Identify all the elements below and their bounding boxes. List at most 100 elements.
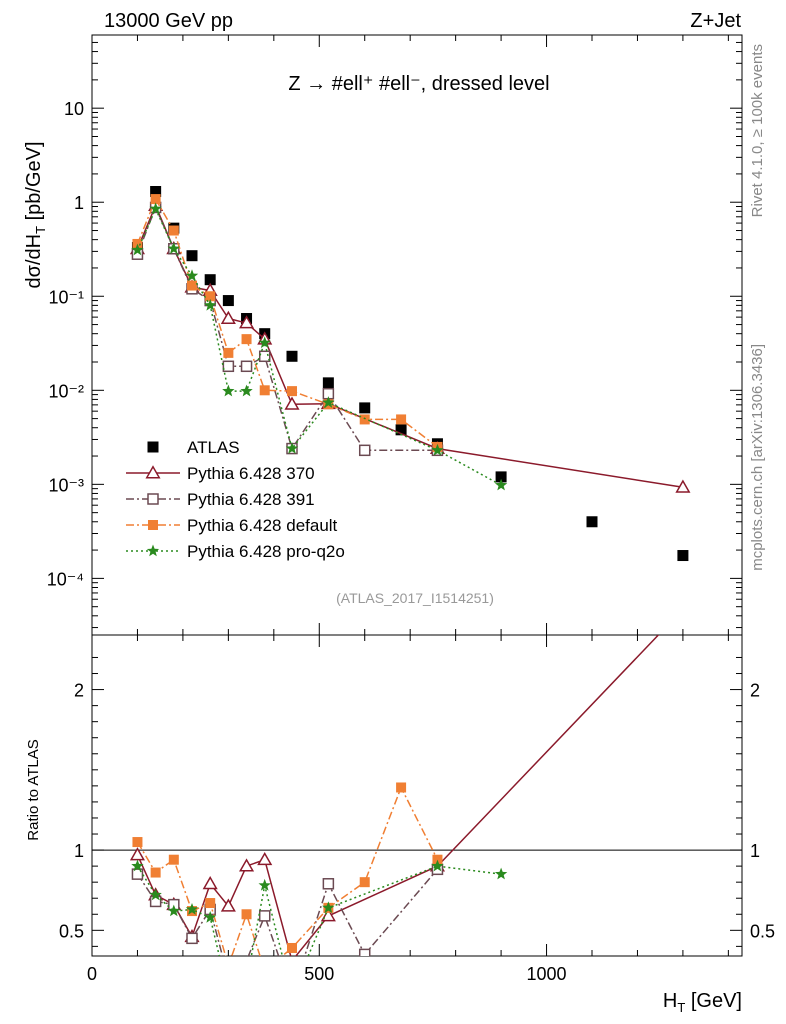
legend: ATLAS Pythia 6.428 370 Pythia 6.428 391 Pyt… <box>126 438 345 561</box>
series-2-ratio-point <box>149 895 162 908</box>
ratio-tick-label: 0.5 <box>59 921 84 941</box>
series-4-ratio-point <box>258 878 271 891</box>
series-4-ratio-point <box>494 867 508 880</box>
series-2-point <box>240 360 253 373</box>
series-1-ratio-point <box>202 876 218 890</box>
series-0-point <box>495 471 507 483</box>
series-4-point <box>222 384 235 397</box>
ratio-y-axis-label: Ratio to ATLAS <box>25 739 42 840</box>
series-0-point <box>677 550 689 562</box>
series-4-point <box>204 298 217 311</box>
series-2-ratio-point <box>358 948 371 956</box>
series-3-point <box>168 225 179 236</box>
series-1-ratio-point <box>320 908 336 922</box>
series-1-point <box>284 396 300 410</box>
collision-label: 13000 GeV pp <box>104 10 233 32</box>
series-3-ratio-point <box>205 898 216 909</box>
legend-marker <box>145 465 161 479</box>
series-4-ratio-point <box>185 903 199 915</box>
legend-label: Pythia 6.428 391 <box>187 490 315 509</box>
y-tick-label: 10⁻³ <box>48 475 84 495</box>
x-tick-label: 500 <box>304 964 334 984</box>
ratio-tick-label: 2 <box>74 681 84 701</box>
series-0-point <box>186 250 198 262</box>
series-0-point <box>286 350 298 362</box>
series-0-point <box>359 402 371 414</box>
series-2-ratio-point <box>322 878 335 890</box>
series-4-ratio-point <box>131 859 144 872</box>
series-1-ratio-point <box>239 858 255 872</box>
series-4-ratio-line <box>136 865 502 956</box>
series-4-point <box>258 336 271 349</box>
series-4-ratio-point <box>322 901 335 914</box>
series-3-point <box>223 347 234 358</box>
series-2-point <box>222 360 235 373</box>
series-4-point <box>240 384 253 397</box>
series-2-ratio-line <box>136 868 439 956</box>
series-4-ratio-point <box>431 859 444 872</box>
series-3-ratio-point <box>287 942 297 953</box>
y-tick-label: 10 <box>64 99 84 119</box>
series-3-point <box>259 385 270 396</box>
series-2-ratio-point <box>258 910 271 922</box>
y-tick-label: 10⁻¹ <box>48 287 84 307</box>
series-1-ratio-point <box>220 898 236 912</box>
series-1-point <box>675 479 691 493</box>
series-4-point <box>131 243 144 256</box>
series-3-point <box>187 280 197 291</box>
series-3-point <box>287 386 297 397</box>
legend-label: Pythia 6.428 370 <box>187 464 315 483</box>
series-2-ratio-point <box>131 868 144 880</box>
ratio-tick-label-right: 0.5 <box>750 921 775 941</box>
series-0-point <box>204 274 216 286</box>
legend-marker <box>148 520 158 530</box>
axis-ticks: 0 500 1000 10⁻⁴ 10⁻³ 10⁻² 10⁻¹ 1 10 0.5 0.5 1 1 2 2 <box>47 34 775 984</box>
series-4-point <box>185 269 199 282</box>
series-0-point <box>150 186 162 198</box>
series-3-ratio-point <box>241 909 252 920</box>
series-1-point <box>239 315 255 329</box>
ratio-tick-label-right: 1 <box>750 841 760 861</box>
series-3-point <box>150 194 161 205</box>
legend-label: Pythia 6.428 pro-q2o <box>187 542 345 561</box>
series-4-ratio-point <box>204 911 217 923</box>
series-4-point <box>167 242 180 254</box>
series-4-point <box>322 396 335 408</box>
series-2-line <box>136 205 438 452</box>
series-3-ratio-point <box>168 854 179 865</box>
y-axis-label: dσ/dHT [pb/GeV] <box>23 141 48 288</box>
series-1-point <box>220 310 236 324</box>
main-panel-series <box>129 186 691 562</box>
process-label: Z+Jet <box>690 10 741 32</box>
legend-marker <box>147 493 159 505</box>
ratio-tick-label: 1 <box>74 841 84 861</box>
legend-label: Pythia 6.428 default <box>187 516 338 535</box>
series-2-ratio-point <box>186 932 198 945</box>
series-4-point <box>494 478 508 491</box>
series-0-point <box>222 295 234 307</box>
y-tick-label: 1 <box>74 193 84 213</box>
series-4-ratio-point <box>149 888 162 901</box>
ratio-panel-series <box>129 635 660 956</box>
series-3-line <box>136 197 438 448</box>
series-2-point <box>258 350 271 363</box>
series-4-ratio-point <box>167 904 180 917</box>
series-3-point <box>359 414 370 425</box>
series-4-line <box>136 207 502 486</box>
legend-marker <box>146 544 160 557</box>
series-3-ratio-point <box>396 782 407 793</box>
x-axis-label: HT [GeV] <box>663 990 742 1015</box>
legend-marker <box>147 441 159 453</box>
series-3-ratio-point <box>132 837 143 848</box>
analysis-id: (ATLAS_2017_I1514251) <box>336 590 494 606</box>
series-0-point <box>586 516 598 528</box>
series-3-ratio-point <box>359 877 370 888</box>
series-2-point <box>358 444 371 457</box>
series-3-ratio-point <box>432 854 443 865</box>
series-3-point <box>396 414 407 425</box>
mcplots-label: mcplots.cern.ch [arXiv:1306.3436] <box>749 344 766 571</box>
rivet-label: Rivet 4.1.0, ≥ 100k events <box>749 44 766 217</box>
series-4-point <box>149 202 162 215</box>
series-0-point <box>395 424 407 436</box>
